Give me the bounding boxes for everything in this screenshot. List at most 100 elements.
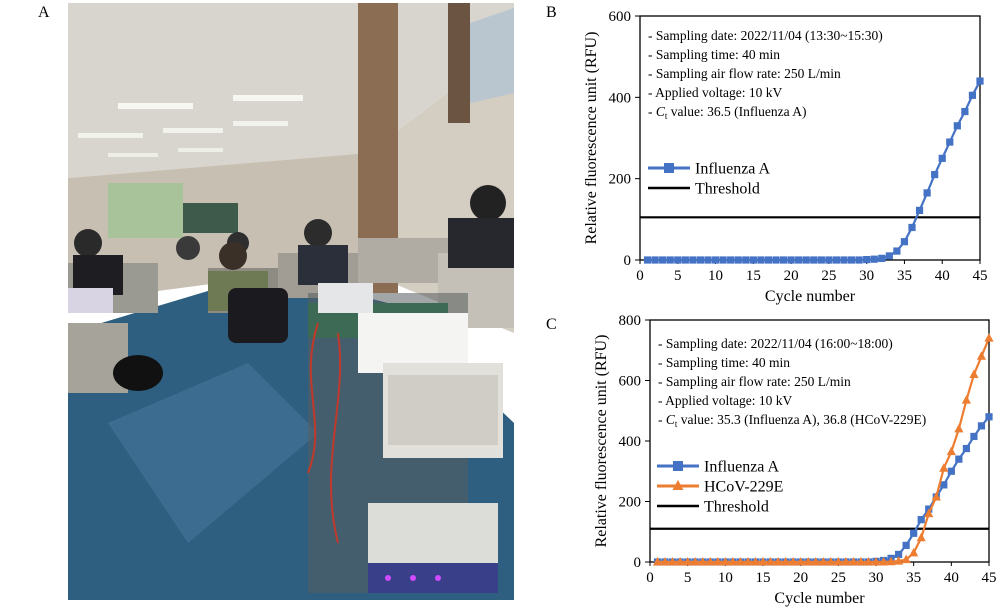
data-point (947, 467, 955, 475)
y-tick-label: 400 (619, 434, 642, 450)
chart-c: 0 200 400 600 800 0 5 10 15 20 25 30 35 40 45 Cycle num… (593, 313, 997, 607)
data-point (977, 422, 986, 430)
data-point (939, 463, 949, 472)
x-tick-label: 10 (708, 268, 723, 284)
data-point (735, 557, 745, 566)
data-point (917, 516, 925, 524)
legend-label: Influenza A (695, 161, 771, 178)
data-point (757, 256, 765, 264)
y-axis-label: Relative fluorescence unit (RFU) (593, 335, 610, 548)
x-tick-label: 45 (982, 570, 997, 586)
data-point (969, 369, 979, 378)
data-point (674, 256, 682, 264)
y-tick-label: 800 (619, 313, 642, 329)
data-point (698, 557, 708, 566)
data-point (870, 255, 878, 263)
data-point (908, 223, 916, 232)
data-point (961, 107, 969, 116)
data-point (811, 557, 821, 566)
data-point (713, 557, 723, 566)
x-tick-label: 30 (869, 570, 884, 586)
data-point (878, 254, 886, 262)
x-tick-label: 25 (821, 268, 836, 284)
data-point (765, 557, 776, 566)
x-tick-label: 5 (674, 268, 682, 284)
data-point (764, 256, 773, 264)
data-point (955, 455, 963, 463)
panel-label-b: B (546, 4, 557, 21)
data-point (832, 256, 841, 264)
data-point (817, 256, 825, 264)
legend-label: HCoV-229E (704, 479, 783, 496)
legend-marker (672, 480, 684, 490)
data-point (931, 171, 939, 179)
y-tick-label: 600 (619, 374, 642, 390)
data-point (689, 256, 697, 264)
data-point (902, 541, 910, 549)
lecture-room-photo (68, 3, 514, 600)
y-tick-label: 0 (634, 555, 642, 571)
annotation-line: - Sampling time: 40 min (648, 47, 780, 62)
data-point (878, 557, 889, 566)
x-tick-label: 0 (636, 268, 644, 284)
data-point (985, 413, 993, 421)
data-point (847, 256, 856, 264)
y-tick-label: 200 (619, 495, 642, 511)
data-point (900, 238, 909, 246)
data-point (953, 122, 961, 130)
annotation-line: - Sampling air flow rate: 250 L/min (648, 66, 841, 81)
data-point (909, 547, 919, 557)
data-point (946, 446, 956, 456)
data-point (795, 256, 803, 264)
data-point (711, 256, 720, 264)
y-tick-label: 400 (609, 90, 632, 106)
data-point (796, 557, 806, 566)
data-point (683, 557, 693, 566)
annotation-line: - Applied voltage: 10 kV (658, 393, 792, 408)
x-tick-label: 15 (746, 268, 761, 284)
data-point (659, 256, 667, 264)
data-point (970, 432, 978, 441)
data-point (856, 557, 866, 566)
x-tick-label: 15 (756, 570, 771, 586)
data-point (961, 395, 971, 404)
data-point (652, 557, 663, 566)
x-tick-label: 35 (906, 570, 921, 586)
annotation-line: - Ct value: 35.3 (Influenza A), 36.8 (HC… (658, 412, 926, 429)
data-point (976, 351, 987, 360)
data-point (848, 557, 858, 566)
data-point (681, 256, 689, 264)
data-point (643, 256, 652, 264)
data-point (720, 557, 730, 566)
y-tick-label: 600 (609, 9, 632, 25)
data-point (923, 189, 931, 197)
data-point (787, 256, 795, 264)
legend-label: Influenza A (704, 459, 780, 476)
annotation-line: - Ct value: 36.5 (Influenza A) (648, 104, 806, 121)
x-axis-label: Cycle number (765, 288, 856, 305)
panel-label-a: A (38, 4, 50, 21)
data-point (894, 556, 904, 565)
data-point (940, 481, 948, 489)
data-point (916, 532, 926, 542)
legend-marker (664, 163, 674, 173)
x-axis-label: Cycle number (774, 590, 865, 607)
data-point (863, 255, 871, 264)
data-point (818, 557, 828, 566)
annotation-line: - Applied voltage: 10 kV (648, 85, 782, 100)
annotation-line: - Sampling date: 2022/11/04 (13:30~15:30… (648, 28, 883, 43)
x-tick-label: 10 (718, 570, 733, 586)
data-point (895, 550, 903, 559)
data-point (750, 557, 761, 566)
data-point (803, 557, 813, 566)
data-point (968, 91, 977, 99)
data-point (705, 557, 715, 566)
x-tick-label: 20 (793, 570, 808, 586)
data-point (871, 557, 881, 566)
data-point (810, 256, 818, 264)
data-point (954, 423, 964, 433)
data-point (734, 256, 742, 264)
data-point (885, 252, 893, 260)
x-tick-label: 40 (935, 268, 950, 284)
